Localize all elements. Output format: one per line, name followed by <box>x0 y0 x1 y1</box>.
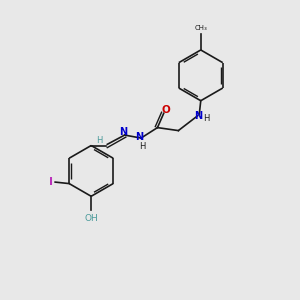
Text: N: N <box>194 111 202 121</box>
Text: CH₃: CH₃ <box>194 26 207 32</box>
Text: N: N <box>119 127 127 137</box>
Text: OH: OH <box>84 214 98 223</box>
Text: H: H <box>139 142 146 151</box>
Text: O: O <box>161 105 170 115</box>
Text: N: N <box>136 132 144 142</box>
Text: H: H <box>203 114 210 123</box>
Text: I: I <box>49 177 53 187</box>
Text: H: H <box>96 136 103 145</box>
